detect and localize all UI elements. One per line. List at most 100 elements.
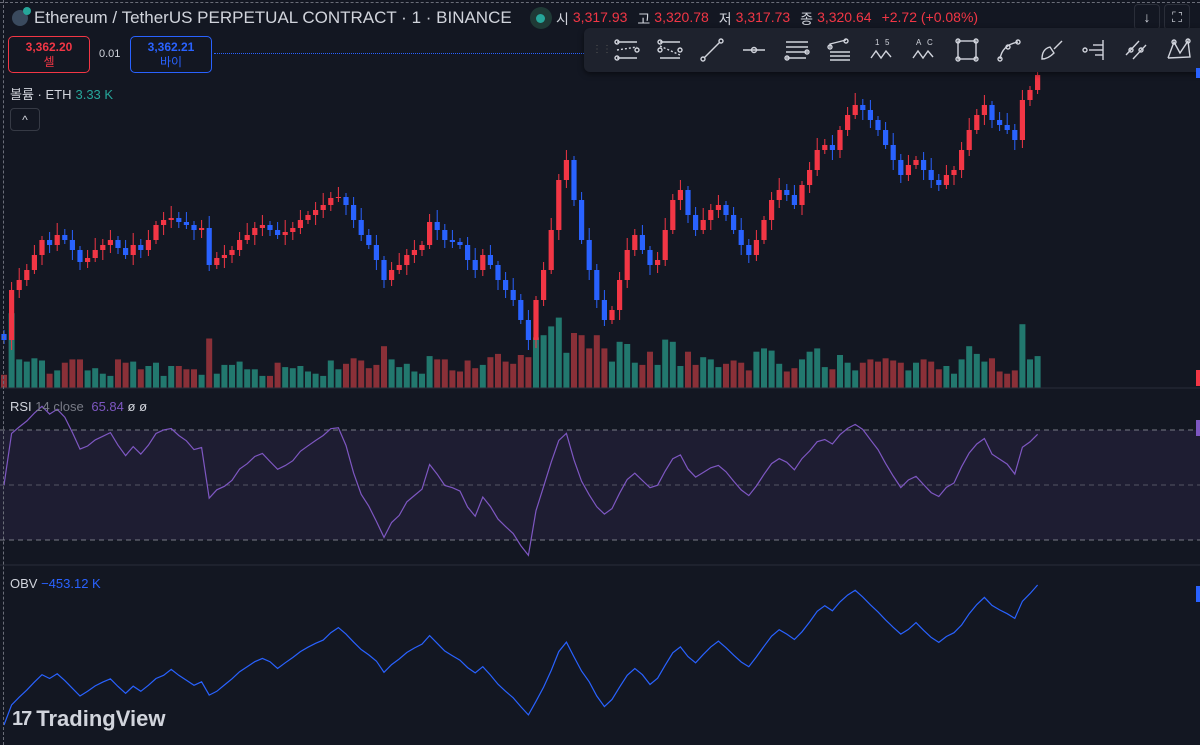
horizontal-ray-tool[interactable]	[733, 32, 775, 68]
volume-bar	[517, 355, 524, 388]
candle-body	[54, 235, 60, 245]
candle-body	[153, 225, 159, 240]
candle-body	[632, 235, 638, 250]
volume-value: 3.33 K	[75, 87, 114, 102]
volume-bar	[312, 373, 319, 388]
candle-body	[9, 290, 15, 340]
volume-bar	[935, 369, 942, 388]
volume-bar	[251, 369, 258, 388]
price-scale-marker	[1196, 68, 1200, 78]
candle-body	[24, 270, 30, 280]
volume-bar	[821, 367, 828, 388]
candle-body	[525, 320, 531, 340]
volume-profile-tool[interactable]	[1073, 32, 1115, 68]
candle-body	[145, 240, 151, 250]
volume-bar	[654, 364, 661, 388]
candle-body	[845, 115, 851, 130]
candle-body	[47, 240, 53, 245]
candle-body	[297, 220, 303, 228]
candle-body	[252, 228, 258, 235]
rsi-legend[interactable]: RSI 14 close 65.84 ø ø	[10, 399, 147, 414]
volume-bar	[578, 335, 585, 388]
sell-button[interactable]: 3,362.20 셀	[8, 36, 90, 73]
candle-body	[411, 250, 417, 255]
rectangle-icon	[954, 38, 979, 62]
rsi-params: 14 close	[35, 399, 84, 414]
volume-bar	[867, 359, 874, 388]
volume-bar	[457, 371, 463, 388]
volume-profile-icon	[1082, 40, 1104, 60]
fib-retracement-tool[interactable]	[818, 32, 860, 68]
tradingview-logo[interactable]: 17 TradingView	[12, 706, 165, 732]
market-status-icon[interactable]	[529, 7, 552, 29]
volume-bar	[563, 352, 570, 388]
candle-body	[381, 260, 387, 280]
volume-bar	[616, 341, 623, 388]
volume-bar	[358, 360, 365, 388]
volume-bar	[191, 369, 197, 388]
candle-body	[860, 105, 866, 110]
volume-bar	[951, 373, 957, 388]
brush-icon	[1041, 40, 1063, 60]
brush-tool[interactable]	[1030, 32, 1072, 68]
volume-bar	[859, 362, 866, 388]
change-value: +2.72 (+0.08%)	[881, 9, 979, 25]
volume-bar	[882, 358, 889, 388]
volume-bar	[213, 373, 220, 388]
close-label: 종	[800, 11, 814, 27]
volume-bar	[403, 363, 410, 388]
spread-value: 0.01	[99, 48, 121, 60]
volume-bar	[183, 369, 190, 388]
volume-bar	[586, 348, 593, 388]
volume-bar	[267, 375, 273, 388]
candle-body	[662, 230, 668, 260]
pitchfork-tool[interactable]	[776, 32, 818, 68]
candle-body	[123, 248, 129, 255]
rectangle-tool[interactable]	[945, 32, 987, 68]
symbol-title-text: Ethereum / TetherUS PERPETUAL CONTRACT ·…	[34, 8, 512, 27]
ray-pair-tool[interactable]	[1115, 32, 1157, 68]
drag-handle-icon[interactable]: ⋮⋮	[592, 44, 612, 55]
xabcd-pattern-tool[interactable]	[1157, 32, 1199, 68]
volume-bar	[814, 348, 821, 388]
candle-body	[951, 170, 957, 175]
regression-trend-tool[interactable]	[648, 32, 690, 68]
volume-bar	[365, 368, 372, 388]
svg-text:A: A	[916, 38, 922, 47]
candle-body	[495, 265, 501, 280]
symbol-title[interactable]: Ethereum / TetherUS PERPETUAL CONTRACT ·…	[12, 7, 552, 29]
volume-bar	[153, 362, 159, 388]
pitchfork-icon	[784, 41, 810, 61]
volume-bar	[115, 359, 121, 388]
candle-body	[77, 250, 83, 262]
download-button[interactable]: ↓	[1134, 4, 1160, 30]
fullscreen-button[interactable]: ⛶	[1164, 4, 1190, 30]
parallel-channel-tool[interactable]	[606, 32, 648, 68]
ray-pair-icon	[1125, 40, 1147, 60]
buy-button[interactable]: 3,362.21 바이	[130, 36, 212, 73]
trend-line-tool[interactable]	[691, 32, 733, 68]
candle-body	[943, 175, 949, 185]
obv-legend[interactable]: OBV −453.12 K	[10, 576, 101, 591]
candle-body	[442, 230, 448, 240]
candle-body	[389, 270, 395, 280]
volume-bar	[229, 364, 235, 388]
candle-body	[449, 240, 455, 242]
collapse-legend-button[interactable]: ^	[10, 108, 40, 131]
volume-bar	[77, 359, 83, 388]
candle-body	[905, 165, 911, 175]
volume-bar	[8, 313, 15, 388]
path-tool[interactable]	[988, 32, 1030, 68]
volume-bar	[761, 348, 767, 388]
candle-body	[799, 185, 805, 205]
volume-bar	[890, 360, 897, 388]
candle-body	[229, 250, 235, 255]
candle-body	[107, 240, 113, 245]
volume-bars	[1, 313, 1041, 388]
fib-retracement-icon	[827, 38, 851, 61]
close-value: 3,320.64	[817, 9, 872, 25]
candle-body	[723, 205, 729, 215]
